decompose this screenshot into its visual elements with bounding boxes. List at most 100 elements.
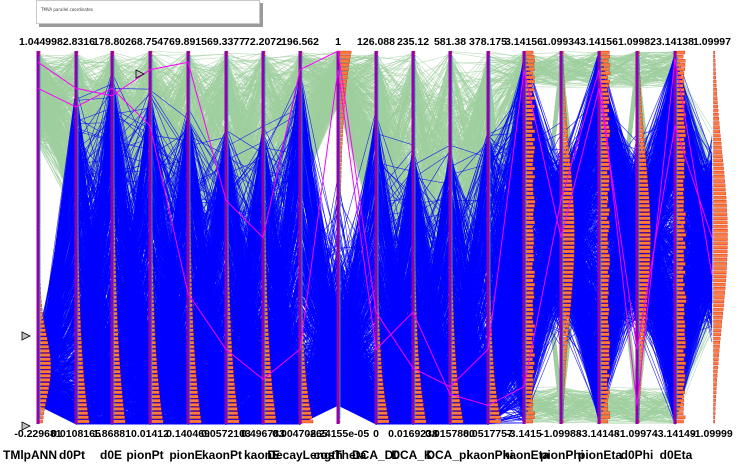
axis-min-label: 0 — [373, 428, 379, 440]
histogram-bin — [676, 328, 685, 332]
axis-edge — [451, 56, 453, 419]
histogram-bin — [562, 245, 575, 250]
histogram-bin — [339, 50, 352, 55]
histogram-bin — [676, 332, 685, 337]
axis-edge — [77, 56, 79, 419]
histogram-bin — [525, 220, 535, 225]
histogram-bin — [562, 311, 571, 316]
histogram-bin — [227, 390, 236, 395]
histogram-bin — [713, 249, 728, 254]
histogram-bin — [713, 113, 719, 117]
histogram-bin — [377, 407, 387, 411]
histogram-bin — [451, 419, 464, 424]
histogram-bin — [600, 357, 611, 361]
histogram-bin — [525, 349, 534, 353]
histogram-bin — [339, 59, 350, 63]
histogram-bin — [600, 212, 610, 216]
histogram-bin — [489, 415, 501, 419]
histogram-bin — [713, 258, 728, 262]
histogram-bin — [189, 403, 200, 407]
histogram-bin — [600, 419, 609, 424]
histogram-bin — [638, 187, 649, 192]
histogram-bin — [39, 390, 49, 395]
histogram-bin — [676, 307, 685, 312]
axis-max-label: 1 — [335, 36, 341, 48]
axis-name-label: pionPhi — [540, 448, 584, 462]
histogram-bin — [676, 154, 684, 158]
histogram-bin — [525, 63, 535, 67]
histogram-bin — [713, 200, 727, 204]
histogram-bin — [525, 394, 533, 399]
histogram-bin — [451, 398, 460, 403]
histogram-bin — [600, 316, 609, 320]
histogram-bin — [638, 183, 649, 187]
histogram-bin — [676, 200, 685, 204]
histogram-bin — [676, 374, 686, 378]
histogram-bin — [676, 208, 684, 212]
histogram-bin — [713, 166, 724, 171]
histogram-bin — [600, 311, 609, 316]
axis-line — [635, 51, 639, 424]
histogram-bin — [638, 158, 647, 163]
histogram-bin — [525, 133, 533, 138]
histogram-bin — [39, 357, 51, 361]
histogram-bin — [713, 270, 727, 274]
histogram-bin — [600, 79, 610, 84]
histogram-bin — [676, 63, 686, 67]
histogram-bin — [562, 158, 571, 163]
histogram-bin — [676, 79, 685, 84]
histogram-bin — [562, 307, 571, 312]
histogram-bin — [638, 216, 651, 221]
histogram-bin — [525, 237, 534, 241]
selected-lines — [37, 50, 713, 406]
histogram-bin — [525, 245, 534, 250]
range-marker[interactable] — [135, 69, 145, 79]
histogram-bin — [713, 345, 720, 349]
histogram-bin — [525, 208, 535, 212]
histogram-bin — [713, 158, 723, 163]
histogram-bin — [562, 212, 575, 216]
histogram-bin — [489, 407, 499, 411]
histogram-bin — [600, 307, 610, 312]
histogram-bin — [113, 394, 123, 399]
histogram-bin — [600, 183, 609, 187]
histogram-bin — [377, 394, 385, 399]
histogram-bin — [713, 171, 725, 175]
histogram-bin — [676, 357, 685, 361]
histogram-bin — [189, 378, 197, 382]
axis-edge — [489, 56, 491, 419]
histogram-bin — [600, 100, 610, 104]
histogram-bin — [562, 299, 572, 303]
histogram-bin — [525, 241, 535, 245]
histogram-bin — [676, 316, 684, 320]
histogram-bin — [39, 353, 51, 357]
axis-max-label: 72.2072 — [244, 36, 282, 48]
range-marker[interactable] — [21, 421, 31, 431]
histogram-bin — [562, 419, 564, 424]
axis-min-label: 1.86881 — [93, 428, 131, 440]
histogram-bin — [600, 179, 610, 183]
histogram-bin — [525, 216, 534, 221]
axis-name-label: d0E — [100, 448, 122, 462]
histogram-bin — [600, 166, 610, 171]
histogram-bin — [414, 398, 423, 403]
histogram-bin — [525, 270, 535, 274]
histogram-bin — [39, 50, 41, 55]
histogram-bin — [713, 100, 718, 104]
histogram-bin — [676, 117, 684, 121]
axis-max-label: 82.8316 — [57, 36, 95, 48]
axis-name-label: kaonE — [244, 448, 280, 462]
histogram-bin — [525, 291, 534, 295]
histogram-bin — [600, 162, 610, 167]
histogram-bin — [638, 307, 647, 312]
histogram-bin — [151, 415, 163, 419]
histogram-bin — [713, 220, 728, 225]
axis-max-label: 1.09934 — [542, 36, 580, 48]
histogram-bin — [525, 233, 534, 237]
axis-name-label: d0Eta — [660, 448, 693, 462]
histogram-bin — [39, 394, 48, 399]
axis-name-label: pionEta — [578, 448, 622, 462]
axis-name-label: cosTheta — [314, 448, 367, 462]
range-marker[interactable] — [21, 331, 31, 341]
axis-name-label: kaonPhi — [467, 448, 514, 462]
